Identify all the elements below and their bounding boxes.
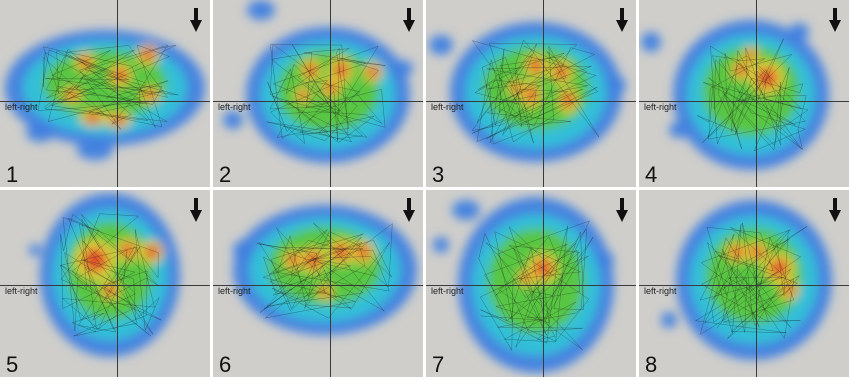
- vertical-axis-line: [543, 0, 544, 187]
- heatmap-layer: [641, 20, 829, 170]
- horizontal-axis-line: [426, 285, 636, 286]
- panel-number: 7: [432, 352, 445, 377]
- heatmap-layer: [29, 193, 180, 357]
- vertical-axis-line: [330, 190, 331, 377]
- heatmap-panel-2: left-right 2: [213, 0, 423, 187]
- heatmap-layer: [223, 0, 413, 163]
- heatmap-layer: [5, 30, 205, 160]
- axis-label-left-right: left-right: [644, 102, 677, 112]
- axis-label-left-right: left-right: [218, 102, 251, 112]
- horizontal-axis-line: [0, 101, 210, 102]
- scan-path: [694, 222, 808, 339]
- heatmap-panel-4: left-right 4: [639, 0, 849, 187]
- vertical-axis-line: [756, 190, 757, 377]
- down-arrow-icon: [403, 8, 415, 32]
- panel-number: 6: [219, 352, 232, 377]
- heatmap-panel-8: left-right 8: [639, 190, 849, 377]
- down-arrow-icon: [616, 198, 628, 222]
- vertical-axis-line: [543, 190, 544, 377]
- vertical-axis-line: [117, 0, 118, 187]
- axis-label-left-right: left-right: [5, 102, 38, 112]
- down-arrow-icon: [403, 198, 415, 222]
- scan-path: [478, 220, 594, 352]
- down-arrow-icon: [190, 198, 202, 222]
- horizontal-axis-line: [213, 285, 423, 286]
- heatmap-panel-1: left-right 1: [0, 0, 210, 187]
- axis-label-left-right: left-right: [431, 286, 464, 296]
- axis-label-left-right: left-right: [431, 102, 464, 112]
- heatmap-panel-7: left-right 7: [426, 190, 636, 377]
- heatmap-layer: [433, 197, 614, 373]
- horizontal-axis-line: [0, 285, 210, 286]
- horizontal-axis-line: [426, 101, 636, 102]
- axis-label-left-right: left-right: [644, 286, 677, 296]
- heatmap-layer: [233, 205, 417, 335]
- scan-path: [256, 222, 393, 319]
- horizontal-axis-line: [639, 285, 849, 286]
- panel-number: 2: [219, 162, 232, 187]
- panel-number: 5: [6, 352, 19, 377]
- heatmap-layer: [661, 200, 832, 360]
- panel-number: 8: [645, 352, 658, 377]
- heatmap-layer: [429, 22, 626, 162]
- scan-path: [37, 44, 179, 130]
- scan-path: [697, 38, 809, 152]
- down-arrow-icon: [190, 8, 202, 32]
- vertical-axis-line: [330, 0, 331, 187]
- heatmap-panel-5: left-right 5: [0, 190, 210, 377]
- heatmap-panel-6: left-right 6: [213, 190, 423, 377]
- scan-path: [266, 43, 386, 145]
- vertical-axis-line: [756, 0, 757, 187]
- axis-label-left-right: left-right: [5, 286, 38, 296]
- horizontal-axis-line: [639, 101, 849, 102]
- heatmap-panel-3: left-right 3: [426, 0, 636, 187]
- down-arrow-icon: [829, 198, 841, 222]
- vertical-axis-line: [117, 190, 118, 377]
- scan-path: [471, 39, 600, 145]
- axis-label-left-right: left-right: [218, 286, 251, 296]
- horizontal-axis-line: [213, 101, 423, 102]
- panel-number: 1: [6, 162, 19, 187]
- scan-path: [59, 213, 162, 337]
- panel-number: 4: [645, 162, 658, 187]
- down-arrow-icon: [829, 8, 841, 32]
- down-arrow-icon: [616, 8, 628, 32]
- panel-number: 3: [432, 162, 445, 187]
